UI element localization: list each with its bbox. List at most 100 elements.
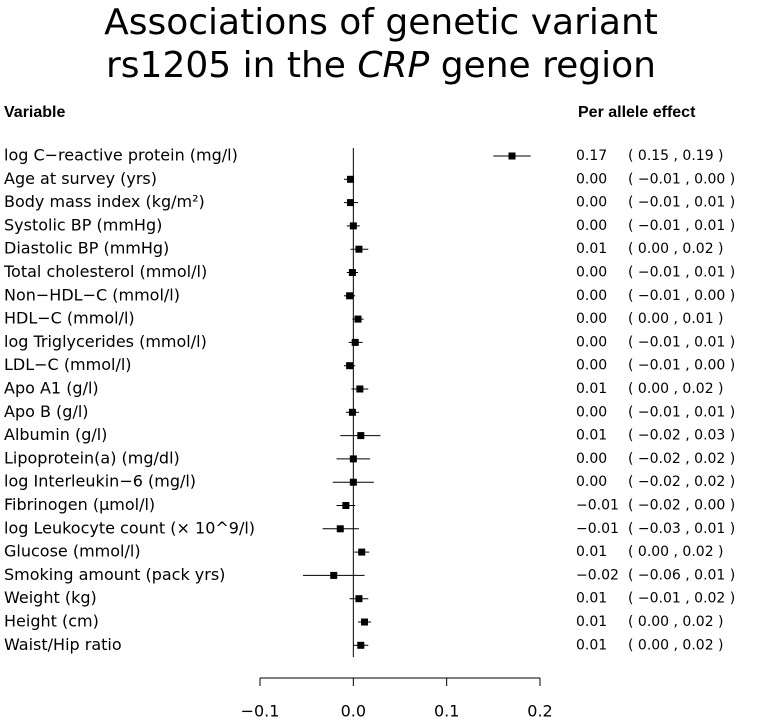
variable-label: Apo B (g/l)	[4, 402, 89, 421]
variable-label: Weight (kg)	[4, 588, 97, 607]
confidence-interval-text: ( −0.02 , 0.02 )	[628, 474, 735, 490]
effect-estimate: 0.01	[576, 428, 607, 444]
variable-label: Height (cm)	[4, 612, 99, 631]
x-tick-label: −0.1	[241, 702, 280, 720]
confidence-interval-text: ( −0.01 , 0.01 )	[628, 404, 735, 420]
effect-estimate: 0.01	[576, 614, 607, 630]
confidence-interval-text: ( 0.00 , 0.02 )	[628, 637, 724, 653]
variable-label: log Triglycerides (mmol/l)	[4, 332, 207, 351]
confidence-interval-text: ( −0.01 , 0.01 )	[628, 195, 735, 211]
point-estimate	[349, 455, 357, 463]
point-estimate	[347, 199, 355, 207]
point-estimate	[349, 478, 357, 486]
point-estimate	[348, 408, 356, 416]
variable-label: Smoking amount (pack yrs)	[4, 565, 225, 584]
confidence-interval-text: ( 0.00 , 0.02 )	[628, 381, 724, 397]
chart-title-line2: rs1205 in the CRP gene region	[0, 45, 762, 87]
variable-label: Lipoprotein(a) (mg/dl)	[4, 448, 180, 467]
confidence-interval-text: ( −0.03 , 0.01 )	[628, 521, 735, 537]
variable-label: Glucose (mmol/l)	[4, 542, 141, 561]
variable-label: Body mass index (kg/m²)	[4, 192, 205, 211]
confidence-interval-text: ( 0.15 , 0.19 )	[628, 148, 724, 164]
effect-estimate: 0.00	[576, 311, 607, 327]
effect-estimate: 0.00	[576, 334, 607, 350]
effect-estimate: 0.00	[576, 218, 607, 234]
point-estimate	[361, 618, 369, 626]
x-tick-label: 0.2	[527, 702, 552, 720]
point-estimate	[349, 222, 357, 230]
point-estimate	[346, 292, 354, 300]
point-estimate	[356, 385, 364, 393]
x-tick-label: 0.1	[434, 702, 459, 720]
point-estimate	[508, 152, 516, 160]
confidence-interval-text: ( −0.01 , 0.01 )	[628, 265, 735, 281]
effect-estimate: −0.01	[576, 498, 619, 514]
point-estimate	[342, 502, 350, 509]
effect-estimate: 0.00	[576, 358, 607, 374]
confidence-interval-text: ( −0.02 , 0.03 )	[628, 428, 735, 444]
chart-title-line1: Associations of genetic variant	[104, 2, 658, 43]
point-estimate	[330, 571, 338, 579]
variable-label: Fibrinogen (μmol/l)	[4, 495, 155, 514]
effect-estimate: 0.01	[576, 544, 607, 560]
effect-estimate: 0.17	[576, 148, 607, 164]
point-estimate	[354, 315, 362, 323]
variable-label: log Interleukin−6 (mg/l)	[4, 472, 196, 491]
confidence-interval-text: ( 0.00 , 0.01 )	[628, 311, 724, 327]
title-gene-name: CRP	[357, 45, 430, 86]
variable-label: Apo A1 (g/l)	[4, 379, 99, 398]
effect-estimate: −0.02	[576, 567, 619, 583]
title-suffix: gene region	[429, 45, 656, 86]
confidence-interval-text: ( 0.00 , 0.02 )	[628, 614, 724, 630]
effect-estimate: 0.00	[576, 474, 607, 490]
point-estimate	[348, 269, 356, 276]
variable-label: log Leukocyte count (× 10^9/l)	[4, 518, 255, 537]
point-estimate	[358, 548, 366, 556]
variable-column-header: Variable	[4, 104, 66, 121]
variable-label: Albumin (g/l)	[4, 425, 107, 444]
confidence-interval-text: ( 0.00 , 0.02 )	[628, 544, 724, 560]
confidence-interval-text: ( −0.01 , 0.02 )	[628, 591, 735, 607]
variable-label: Total cholesterol (mmol/l)	[3, 262, 207, 281]
point-estimate	[357, 432, 365, 440]
effect-estimate: 0.00	[576, 404, 607, 420]
confidence-interval-text: ( −0.01 , 0.00 )	[628, 358, 735, 374]
confidence-interval-text: ( −0.06 , 0.01 )	[628, 567, 735, 583]
variable-label: Diastolic BP (mmHg)	[4, 239, 169, 258]
confidence-interval-text: ( −0.01 , 0.00 )	[628, 171, 735, 187]
confidence-interval-text: ( −0.02 , 0.00 )	[628, 498, 735, 514]
point-estimate	[347, 175, 355, 183]
point-estimate	[355, 245, 363, 253]
confidence-interval-text: ( 0.00 , 0.02 )	[628, 241, 724, 257]
variable-label: Non−HDL−C (mmol/l)	[4, 285, 180, 304]
effect-estimate: 0.01	[576, 591, 607, 607]
variable-label: Systolic BP (mmHg)	[4, 215, 162, 234]
variable-label: log C−reactive protein (mg/l)	[4, 146, 238, 165]
x-tick-label: 0.0	[341, 702, 366, 720]
variable-label: Age at survey (yrs)	[4, 169, 157, 188]
effect-estimate: 0.00	[576, 451, 607, 467]
effect-estimate: 0.01	[576, 381, 607, 397]
effect-estimate: −0.01	[576, 521, 619, 537]
effect-estimate: 0.00	[576, 171, 607, 187]
point-estimate	[351, 338, 359, 346]
variable-label: HDL−C (mmol/l)	[4, 309, 135, 328]
effect-estimate: 0.01	[576, 241, 607, 257]
confidence-interval-text: ( −0.02 , 0.02 )	[628, 451, 735, 467]
effect-estimate: 0.01	[576, 637, 607, 653]
variable-label: Waist/Hip ratio	[4, 635, 122, 654]
variable-label: LDL−C (mmol/l)	[4, 355, 132, 374]
point-estimate	[336, 525, 344, 533]
effect-estimate: 0.00	[576, 265, 607, 281]
confidence-interval-text: ( −0.01 , 0.01 )	[628, 218, 735, 234]
effect-estimate: 0.00	[576, 195, 607, 211]
effect-column-header: Per allele effect	[578, 104, 696, 121]
point-estimate	[357, 641, 365, 649]
point-estimate	[355, 595, 363, 603]
point-estimate	[346, 362, 354, 370]
title-prefix: rs1205 in the	[106, 45, 358, 86]
confidence-interval-text: ( −0.01 , 0.00 )	[628, 288, 735, 304]
confidence-interval-text: ( −0.01 , 0.01 )	[628, 334, 735, 350]
effect-estimate: 0.00	[576, 288, 607, 304]
